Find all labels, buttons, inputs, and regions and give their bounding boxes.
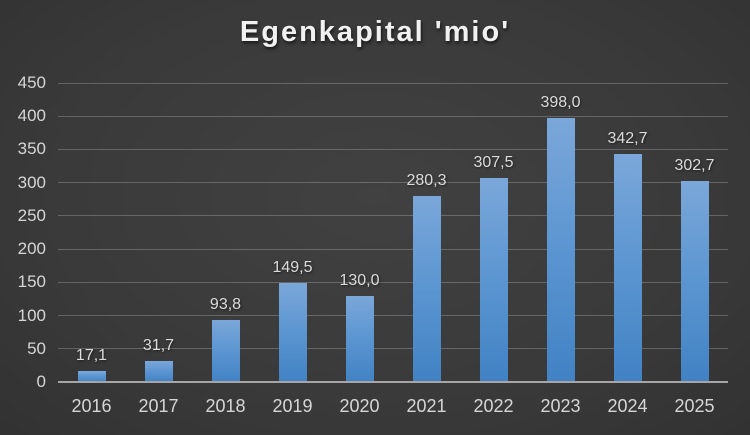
bar-2025[interactable] — [680, 180, 709, 382]
x-axis-tick-label: 2020 — [339, 396, 380, 416]
x-axis-tick-label: 2022 — [473, 396, 514, 416]
bar-2021[interactable] — [412, 195, 441, 382]
x-axis-tick-label: 2021 — [406, 396, 447, 416]
y-axis-tick-label: 350 — [17, 139, 46, 159]
bar-2024[interactable] — [613, 154, 642, 382]
bar-2020[interactable] — [345, 295, 374, 382]
y-axis-tick-label: 200 — [17, 239, 46, 259]
gridline — [58, 182, 728, 184]
bar-value-label: 149,5 — [272, 258, 313, 276]
x-axis-tick-label: 2025 — [674, 396, 715, 416]
bar-value-label: 398,0 — [540, 93, 581, 111]
bar-2018[interactable] — [211, 319, 240, 382]
bar-2019[interactable] — [278, 282, 307, 382]
gridline — [58, 315, 728, 317]
x-axis-tick-label: 2016 — [71, 396, 112, 416]
bar-value-label: 307,5 — [473, 153, 514, 171]
chart-title: Egenkapital 'mio' — [239, 16, 511, 48]
x-axis-tick-label: 2019 — [272, 396, 313, 416]
y-axis-tick-label: 50 — [27, 338, 46, 358]
y-axis-tick-label: 400 — [17, 106, 46, 126]
bar-value-label: 280,3 — [406, 171, 447, 189]
gridline — [58, 82, 728, 84]
gridline — [58, 148, 728, 150]
gridline — [58, 281, 728, 283]
y-axis-tick-label: 0 — [36, 372, 46, 391]
y-axis-tick-label: 300 — [17, 172, 46, 192]
bar-value-label: 93,8 — [209, 295, 242, 313]
bar-value-label: 130,0 — [339, 271, 380, 289]
bar-value-label: 31,7 — [142, 336, 175, 354]
bar-2016[interactable] — [77, 370, 106, 382]
gridline — [58, 348, 728, 350]
bar-value-label: 17,1 — [75, 346, 108, 364]
bar-value-label: 342,7 — [607, 130, 648, 148]
bar-2022[interactable] — [479, 177, 508, 382]
x-axis-tick-label: 2024 — [607, 396, 648, 416]
y-axis-tick-label: 150 — [17, 272, 46, 292]
bar-2017[interactable] — [144, 360, 173, 382]
x-axis-tick-label: 2017 — [138, 396, 179, 416]
x-axis-tick-label: 2023 — [540, 396, 581, 416]
y-axis-tick-label: 250 — [17, 205, 46, 225]
y-axis-tick-label: 450 — [17, 73, 46, 92]
x-axis-line — [58, 381, 728, 383]
gridline — [58, 248, 728, 250]
gridline — [58, 215, 728, 217]
x-axis-tick-label: 2018 — [205, 396, 246, 416]
y-axis-tick-label: 100 — [17, 305, 46, 325]
gridline — [58, 115, 728, 117]
bar-2023[interactable] — [546, 117, 575, 382]
bar-value-label: 302,7 — [674, 156, 715, 174]
